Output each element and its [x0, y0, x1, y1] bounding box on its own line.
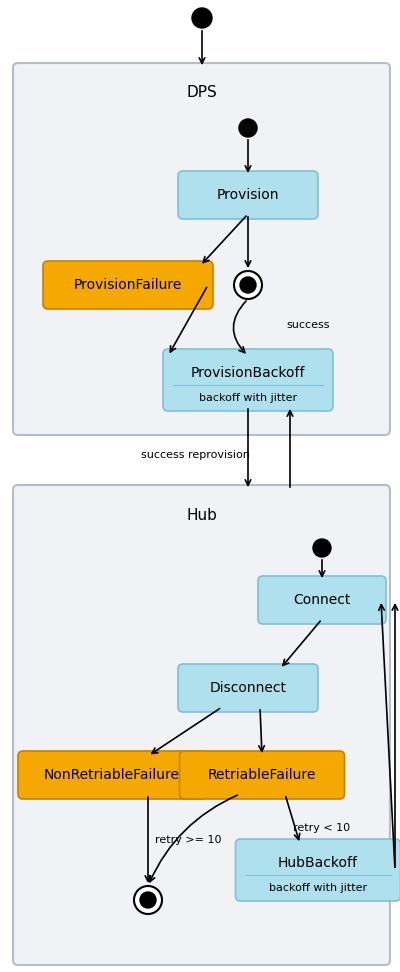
Text: Hub: Hub — [186, 508, 217, 523]
Text: retry < 10: retry < 10 — [294, 823, 350, 833]
Text: NonRetriableFailure: NonRetriableFailure — [44, 768, 180, 782]
FancyBboxPatch shape — [13, 63, 390, 435]
Text: success reprovision: success reprovision — [140, 450, 250, 460]
Text: success: success — [286, 320, 330, 330]
Text: ProvisionBackoff: ProvisionBackoff — [191, 366, 305, 380]
Text: HubBackoff: HubBackoff — [278, 856, 358, 870]
FancyBboxPatch shape — [18, 751, 206, 799]
FancyBboxPatch shape — [43, 261, 213, 309]
Circle shape — [240, 277, 256, 293]
Circle shape — [192, 8, 212, 28]
Circle shape — [313, 539, 331, 557]
Circle shape — [140, 892, 156, 908]
FancyBboxPatch shape — [258, 576, 386, 624]
Text: ProvisionFailure: ProvisionFailure — [74, 278, 182, 292]
Text: backoff with jitter: backoff with jitter — [269, 883, 367, 893]
FancyBboxPatch shape — [163, 349, 333, 411]
Text: RetriableFailure: RetriableFailure — [208, 768, 316, 782]
Text: Connect: Connect — [293, 593, 351, 607]
FancyBboxPatch shape — [13, 485, 390, 965]
FancyBboxPatch shape — [178, 664, 318, 712]
Circle shape — [134, 886, 162, 914]
Text: retry >= 10: retry >= 10 — [155, 835, 221, 845]
Text: backoff with jitter: backoff with jitter — [199, 393, 297, 403]
Text: Provision: Provision — [217, 188, 279, 202]
Text: DPS: DPS — [186, 85, 217, 100]
FancyBboxPatch shape — [236, 839, 400, 901]
FancyBboxPatch shape — [180, 751, 344, 799]
Text: Disconnect: Disconnect — [210, 681, 286, 695]
Circle shape — [234, 271, 262, 299]
FancyBboxPatch shape — [178, 171, 318, 219]
Circle shape — [239, 119, 257, 137]
